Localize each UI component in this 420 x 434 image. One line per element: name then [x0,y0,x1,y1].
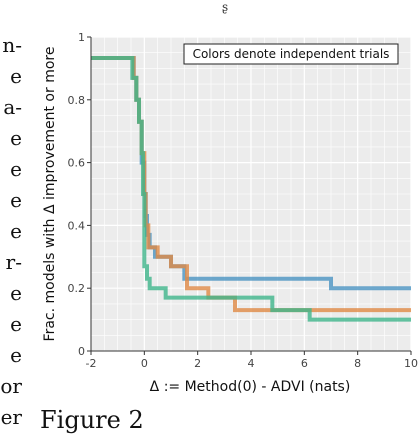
x-tick-label: 10 [404,357,418,370]
annotation-box: Colors denote independent trials [183,43,399,65]
left-text-fragment: e [10,312,22,336]
top-glyph: ʂ [222,0,229,14]
annotation-frame [183,43,399,65]
x-tick-label: 8 [354,357,361,370]
series-line [91,56,411,322]
x-tick-label: 0 [141,357,148,370]
y-tick-label: 1 [78,31,85,44]
left-text-fragment: r- [5,250,22,274]
left-text-fragment: n- [2,33,22,57]
left-text-fragment: e [10,281,22,305]
x-tick-label: 4 [248,357,255,370]
left-text-fragment: e [10,188,22,212]
left-text-fragment: er [0,405,22,429]
y-tick-label: 0.8 [68,94,86,107]
left-text-fragment: e [10,157,22,181]
x-tick-label: 6 [301,357,308,370]
left-text-fragment: e [10,126,22,150]
left-text-fragment: or [0,374,22,398]
y-tick-label: 0 [78,345,85,358]
x-axis-label: Δ := Method(0) - ADVI (nats) [150,379,351,395]
series-group [91,56,411,322]
y-tick-label: 0.6 [68,157,86,170]
y-axis-label: Frac. models with Δ improvement or more [42,47,58,342]
left-text-fragment: a- [3,95,22,119]
left-text-fragment: e [10,343,22,367]
left-text-fragment: e [10,219,22,243]
x-tick-label: -2 [86,357,97,370]
grid-lines [90,36,412,352]
left-text-column: n- e a- e e e e r- e e e or er [0,30,22,433]
y-tick-label: 0.4 [68,219,86,232]
y-tick-label: 0.2 [68,282,86,295]
annotation-text: Colors denote independent trials [193,47,390,61]
y-ticks: 0 0.2 0.4 0.6 0.8 1 [68,31,91,358]
x-ticks: -2 0 2 4 6 8 10 [86,351,418,370]
x-tick-label: 2 [194,357,201,370]
left-text-fragment: e [10,64,22,88]
